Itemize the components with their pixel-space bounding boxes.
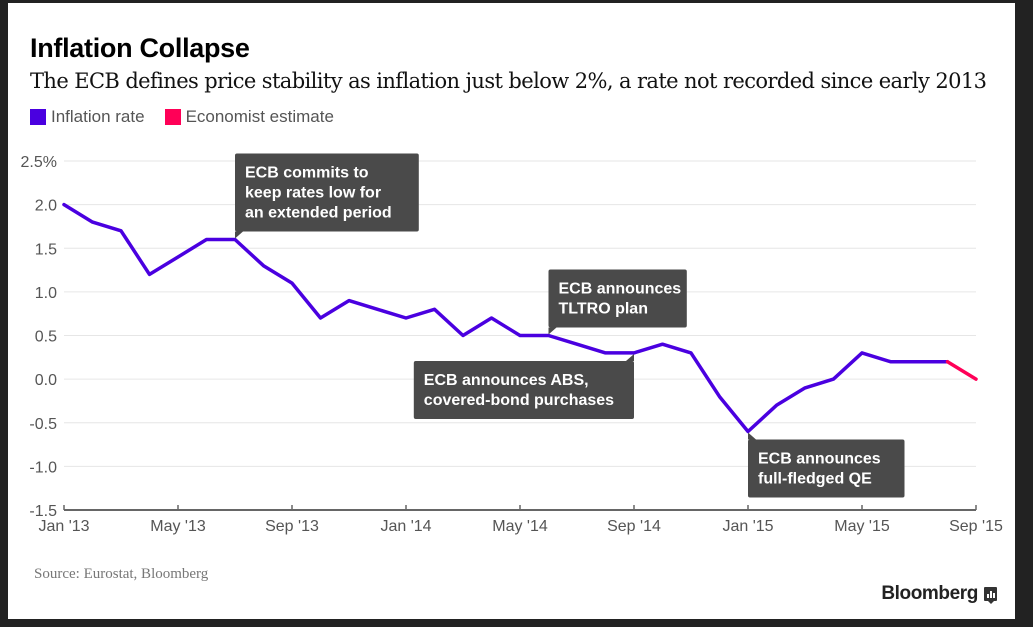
y-tick-label: 0.5 — [35, 329, 57, 346]
annotation-pointer — [748, 432, 756, 440]
x-tick-label: Jan '15 — [722, 518, 773, 535]
x-tick-label: May '14 — [492, 518, 548, 535]
y-tick-label: 0.0 — [35, 372, 57, 389]
annotation-box — [413, 360, 634, 419]
y-tick-label: -1.5 — [29, 503, 57, 520]
annotation-pointer — [626, 353, 634, 361]
chart-title: Inflation Collapse — [30, 33, 250, 63]
x-tick-label: Jan '14 — [380, 518, 431, 535]
series-line-inflation-rate — [62, 202, 950, 434]
x-tick-label: Sep '15 — [949, 518, 1003, 535]
annotation-pointer — [235, 231, 243, 239]
legend-swatch-estimate — [164, 109, 181, 125]
annotation-pointer — [548, 327, 557, 335]
annotation-forward-guidance: ECB commits to keep rates low for an exten… — [235, 153, 419, 239]
legend-swatch-inflation — [30, 109, 46, 125]
annotation-text: TLTRO plan — [559, 301, 648, 318]
legend: Inflation rate Economist estimate — [30, 107, 354, 127]
y-tick-label: -1.0 — [29, 459, 57, 476]
x-tick-label: Sep '14 — [607, 518, 661, 535]
y-tick-label: 1.0 — [35, 285, 57, 302]
source-note: Source: Eurostat, Bloomberg — [34, 566, 209, 582]
x-tick-label: Jan '13 — [38, 518, 89, 535]
y-tick-label: -0.5 — [29, 416, 57, 433]
annotation-box — [235, 153, 419, 232]
legend-item-inflation: Inflation rate — [30, 107, 145, 127]
x-axis: Jan '13 May '13 Sep '13 Jan '14 May '14 Sep '… — [38, 505, 1003, 535]
gridlines — [64, 160, 976, 467]
legend-label-inflation: Inflation rate — [51, 107, 145, 126]
series-line-economist-estimate — [945, 359, 978, 381]
annotation-text: ECB commits to — [245, 165, 369, 182]
annotation-text: full-fledged QE — [758, 470, 872, 487]
legend-item-estimate: Economist estimate — [164, 107, 334, 127]
x-tick-label: Sep '13 — [265, 518, 319, 535]
annotation-text: ECB announces — [559, 281, 682, 298]
chart-card: Inflation Collapse The ECB defines price… — [8, 3, 1015, 619]
x-tick-label: May '15 — [834, 518, 890, 535]
y-tick-label: 1.5 — [35, 241, 57, 258]
annotation-text: keep rates low for — [245, 185, 381, 202]
annotation-text: ECB announces — [758, 450, 881, 467]
y-tick-label: 2.5% — [21, 154, 57, 171]
annotation-box — [548, 269, 687, 328]
annotation-tltro: ECB announces TLTRO plan — [548, 269, 687, 335]
annotation-text: covered-bond purchases — [424, 392, 614, 409]
y-tick-label: 2.0 — [35, 198, 57, 215]
legend-label-estimate: Economist estimate — [185, 107, 334, 126]
annotations: ECB commits to keep rates low for an exten… — [235, 153, 905, 498]
x-tick-label: May '13 — [150, 518, 206, 535]
annotation-text: an extended period — [245, 205, 392, 222]
annotation-qe: ECB announces full-fledged QE — [748, 432, 905, 498]
y-axis: 2.5% 2.0 1.5 1.0 0.5 0.0 -0.5 -1.0 -1.5 — [21, 154, 58, 520]
brand-name: Bloomberg — [881, 583, 978, 604]
series-lines — [62, 202, 978, 434]
annotation-abs: ECB announces ABS, covered-bond purchases — [413, 353, 634, 419]
annotation-box — [748, 439, 905, 498]
annotation-text: ECB announces ABS, — [424, 372, 589, 389]
bloomberg-chart-icon — [984, 587, 997, 604]
chart-subtitle: The ECB defines price stability as infla… — [30, 69, 987, 93]
brand-logo: Bloomberg — [881, 583, 997, 605]
